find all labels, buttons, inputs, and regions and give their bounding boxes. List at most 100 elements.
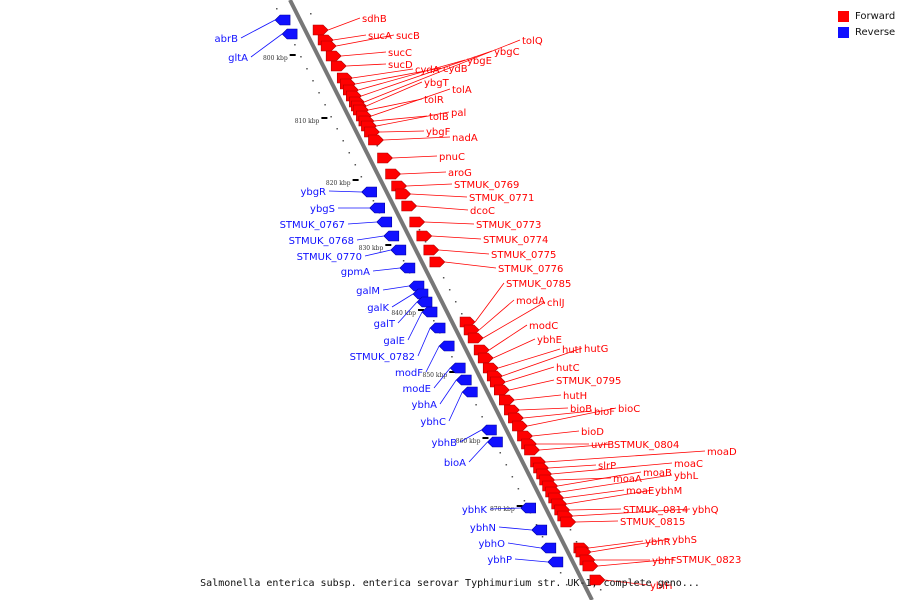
forward-gene-label: ybiH: [650, 581, 673, 592]
forward-leader-line: [557, 471, 642, 487]
minor-tick: [499, 452, 502, 454]
kbp-scale-label: 860 kbp: [456, 438, 481, 445]
reverse-gene-arrow: [429, 322, 446, 334]
forward-gene-label: pal: [451, 108, 466, 119]
forward-leader-line: [364, 39, 521, 103]
minor-tick: [354, 164, 357, 166]
forward-gene-label: bioF: [594, 407, 615, 418]
kbp-tick: [352, 179, 359, 181]
forward-gene-arrow: [395, 188, 412, 200]
forward-leader-line: [566, 489, 654, 505]
forward-gene-label: STMUK_0804: [614, 440, 679, 451]
forward-gene-arrow: [391, 180, 408, 192]
kbp-scale-label: 800 kbp: [263, 55, 288, 62]
forward-gene-label: ybhL: [674, 471, 699, 482]
reverse-leader-line: [425, 345, 440, 373]
reverse-gene-label: abrB: [215, 34, 239, 45]
reverse-gene-label: ybhK: [462, 505, 488, 516]
reverse-gene-arrow: [390, 244, 407, 256]
gene-labels: sdhBsucAsucBsucCsucDcydAcydBybgEybgCtolQ…: [215, 14, 742, 592]
forward-gene-label: moaE: [626, 486, 654, 497]
minor-tick: [541, 536, 544, 538]
forward-gene-label: moaB: [643, 468, 672, 479]
forward-gene-label: STMUK_0814: [623, 505, 688, 516]
forward-gene-label: bioC: [618, 404, 640, 415]
forward-gene-label: ybhR: [645, 537, 671, 548]
forward-gene-label: STMUK_0776: [498, 264, 563, 275]
forward-gene-arrow: [575, 546, 592, 558]
reverse-leader-line: [397, 301, 418, 324]
minor-tick: [517, 488, 520, 490]
reverse-gene-label: modF: [395, 368, 423, 379]
forward-gene-arrow: [499, 394, 515, 406]
minor-tick: [318, 92, 320, 94]
forward-leader-line: [498, 348, 561, 369]
reverse-gene-arrow: [531, 524, 548, 536]
forward-gene-label: sucD: [388, 60, 413, 71]
forward-leader-line: [539, 443, 613, 451]
forward-gene-label: STMUK_0823: [676, 555, 741, 566]
minor-tick: [294, 44, 296, 46]
forward-gene-label: ybgE: [467, 56, 492, 67]
minor-tick: [448, 289, 451, 291]
minor-tick: [376, 145, 378, 147]
forward-gene-arrow: [401, 200, 418, 212]
forward-leader-line: [597, 558, 675, 567]
minor-tick: [418, 229, 421, 231]
forward-swatch: [838, 10, 849, 22]
forward-gene-label: hutC: [556, 363, 580, 374]
forward-gene-arrow: [473, 344, 490, 356]
reverse-leader-line: [439, 379, 457, 405]
forward-gene-label: STMUK_0815: [620, 517, 685, 528]
minor-tick: [342, 140, 344, 142]
forward-gene-label: chlJ: [547, 298, 565, 309]
minor-tick: [442, 277, 445, 279]
forward-leader-line: [509, 379, 555, 391]
minor-tick: [336, 128, 338, 130]
forward-leader-line: [376, 111, 450, 127]
forward-gene-arrow: [325, 50, 342, 62]
forward-gene-label: sucC: [388, 48, 412, 59]
forward-leader-line: [527, 407, 617, 427]
minor-tick: [276, 8, 278, 10]
forward-gene-label: ybhE: [537, 335, 562, 346]
forward-gene-arrow: [589, 574, 606, 586]
minor-tick: [511, 476, 514, 478]
forward-gene-label: sucA: [368, 31, 392, 42]
reverse-gene-label: galT: [374, 319, 396, 330]
forward-gene-arrow: [463, 324, 480, 336]
forward-gene-label: nadA: [452, 133, 478, 144]
forward-leader-line: [438, 249, 490, 255]
forward-gene-arrow: [489, 376, 506, 388]
reverse-leader-line: [498, 526, 532, 531]
forward-leader-line: [352, 68, 414, 79]
reverse-leader-line: [514, 558, 548, 563]
forward-leader-line: [383, 136, 451, 141]
reverse-gene-arrow: [487, 436, 503, 448]
reverse-leader-line: [391, 293, 414, 308]
reverse-gene-arrow: [361, 186, 377, 198]
kbp-scale-label: 830 kbp: [359, 245, 384, 252]
reverse-leader-line: [240, 19, 276, 39]
forward-leader-line: [604, 579, 649, 586]
reverse-gene-label: STMUK_0782: [350, 352, 415, 363]
reverse-gene-label: STMUK_0768: [289, 236, 354, 247]
forward-leader-line: [575, 520, 619, 523]
forward-leader-line: [545, 450, 706, 463]
kbp-tick: [516, 505, 523, 507]
forward-gene-label: STMUK_0773: [476, 220, 541, 231]
legend-forward: Forward: [838, 8, 895, 24]
minor-tick: [324, 104, 326, 106]
minor-tick: [402, 260, 405, 262]
forward-gene-label: ybhF: [652, 556, 677, 567]
forward-gene-label: slrP: [598, 461, 616, 472]
forward-gene-label: STMUK_0775: [491, 250, 556, 261]
map-caption: Salmonella enterica subsp. enterica sero…: [200, 578, 700, 589]
minor-tick: [433, 320, 435, 322]
reverse-swatch: [838, 26, 849, 38]
reverse-leader-line: [489, 507, 521, 510]
reverse-gene-arrow: [461, 386, 478, 398]
forward-leader-line: [444, 261, 497, 269]
reverse-leader-line: [328, 190, 362, 193]
forward-gene-arrow: [409, 216, 426, 228]
